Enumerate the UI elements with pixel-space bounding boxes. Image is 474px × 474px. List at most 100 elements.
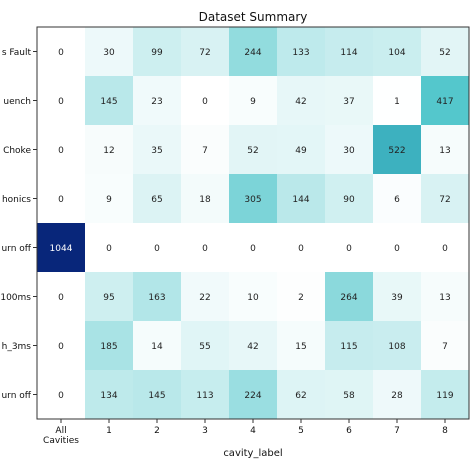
heatmap-cell (133, 223, 182, 273)
heatmap-cell (229, 272, 278, 322)
heatmap-cell (229, 321, 278, 371)
cell-value-label: 0 (58, 48, 64, 58)
cell-value-label: 0 (58, 195, 64, 205)
cell-value-label: 14 (151, 342, 163, 352)
cell-value-label: 22 (199, 293, 210, 303)
cell-value-label: 28 (391, 391, 403, 401)
cell-value-label: 0 (58, 391, 64, 401)
x-tick-label: All Cavities (43, 426, 79, 446)
heatmap-cell (181, 76, 230, 126)
cell-value-label: 144 (292, 195, 309, 205)
heatmap-cell (85, 272, 134, 322)
heatmap-cell (133, 125, 182, 175)
y-tick-label: h_3ms (2, 342, 32, 352)
cell-value-label: 305 (244, 195, 261, 205)
cell-value-label: 49 (295, 146, 307, 156)
cell-value-label: 12 (103, 146, 114, 156)
heatmap-cell (85, 125, 134, 175)
y-axis: s Fault uench Choke honics urn off 100ms h_3ms… (0, 48, 37, 401)
heatmap-cell (133, 27, 182, 77)
heatmap-cell (133, 174, 182, 224)
heatmap-cell (37, 272, 86, 322)
heatmap-cell (373, 272, 422, 322)
heatmap-cell (37, 125, 86, 175)
heatmap-cell (181, 223, 230, 273)
cell-value-label: 2 (298, 293, 304, 303)
heatmap-cell (325, 370, 374, 420)
heatmap-cell (277, 370, 326, 420)
heatmap-cell (85, 27, 134, 77)
x-tick-label: 1 (106, 426, 112, 436)
cell-value-label: 35 (151, 146, 162, 156)
cell-value-label: 52 (247, 146, 258, 156)
heatmap-cell (181, 174, 230, 224)
heatmap-cell (37, 27, 86, 77)
cell-value-label: 0 (394, 244, 400, 254)
heatmap-cell (133, 272, 182, 322)
cell-value-label: 95 (103, 293, 114, 303)
cell-value-label: 0 (250, 244, 256, 254)
heatmap-cell (181, 370, 230, 420)
cell-value-label: 145 (148, 391, 165, 401)
cell-value-label: 1044 (50, 244, 73, 254)
heatmap-cell (85, 321, 134, 371)
heatmap-cell (373, 321, 422, 371)
x-tick-label: 5 (298, 426, 304, 436)
y-tick-label: 100ms (0, 293, 31, 303)
heatmap-cell (181, 321, 230, 371)
cell-value-label: 37 (343, 97, 354, 107)
cell-value-label: 145 (100, 97, 117, 107)
heatmap-cell (325, 174, 374, 224)
y-tick-label: uench (3, 97, 31, 107)
heatmap-cell (85, 223, 134, 273)
x-tick-label: 4 (250, 426, 256, 436)
cell-value-label: 30 (343, 146, 355, 156)
heatmap-cell (229, 370, 278, 420)
heatmap-cell (133, 370, 182, 420)
cell-value-label: 0 (106, 244, 112, 254)
cell-value-label: 15 (295, 342, 306, 352)
heatmap-cells (37, 27, 470, 420)
plot-frame (36, 26, 470, 420)
heatmap-cell (421, 321, 470, 371)
cell-value-label: 72 (199, 48, 210, 58)
heatmap-cell (277, 174, 326, 224)
heatmap-cell (277, 76, 326, 126)
cell-value-label: 417 (436, 97, 453, 107)
chart-title: Dataset Summary (199, 10, 308, 24)
cell-value-label: 7 (202, 146, 208, 156)
heatmap-cell (277, 223, 326, 273)
heatmap-cell (325, 223, 374, 273)
heatmap-cell (133, 76, 182, 126)
cell-value-label: 10 (247, 293, 259, 303)
cell-value-label: 9 (250, 97, 256, 107)
cell-value-label: 244 (244, 48, 261, 58)
heatmap-cell (229, 27, 278, 77)
heatmap-cell (421, 76, 470, 126)
cell-value-label: 108 (388, 342, 405, 352)
cell-value-label: 0 (298, 244, 304, 254)
cell-value-label: 1 (394, 97, 400, 107)
y-tick-label: Choke (3, 146, 31, 156)
heatmap-cell (373, 125, 422, 175)
cell-value-label: 134 (100, 391, 117, 401)
heatmap-cell (421, 27, 470, 77)
heatmap-cell (325, 272, 374, 322)
y-tick-label: s Fault (2, 48, 32, 58)
cell-value-label: 224 (244, 391, 261, 401)
cell-value-label: 7 (442, 342, 448, 352)
x-tick-label: 3 (202, 426, 208, 436)
heatmap-cell (325, 321, 374, 371)
cell-value-label: 0 (202, 97, 208, 107)
x-axis-title: cavity_label (223, 448, 282, 459)
cell-value-label: 0 (58, 97, 64, 107)
heatmap-cell (421, 370, 470, 420)
cell-value-label: 52 (439, 48, 450, 58)
cell-value-label: 0 (202, 244, 208, 254)
heatmap-cell (325, 27, 374, 77)
heatmap-cell (85, 76, 134, 126)
heatmap-cell (37, 223, 86, 273)
cell-value-label: 39 (391, 293, 403, 303)
x-axis: All Cavities 1 2 3 4 5 6 7 8 (43, 419, 448, 446)
heatmap-cell (373, 370, 422, 420)
